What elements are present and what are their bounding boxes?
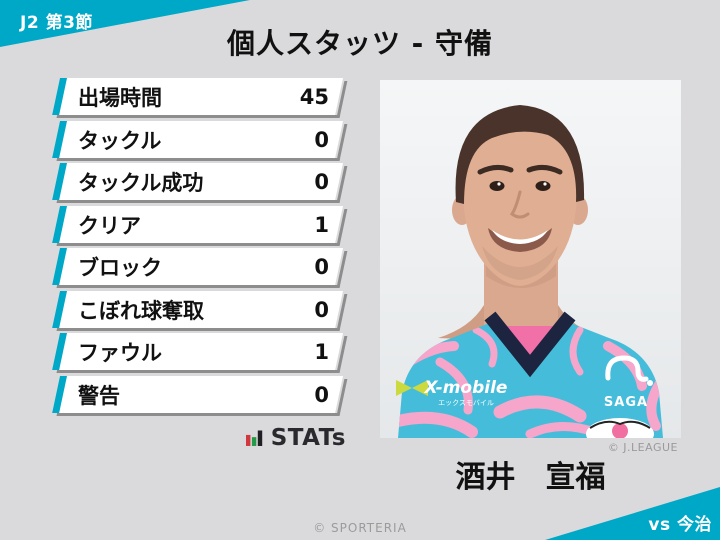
stat-value: 45 (299, 84, 329, 109)
stats-logo: STATs (246, 424, 346, 451)
collar (484, 311, 576, 378)
player-head (452, 105, 588, 286)
stat-row: 警告 0 (52, 375, 343, 413)
stat-row: タックル成功 0 (52, 163, 343, 200)
stat-label: 警告 (78, 383, 120, 407)
stat-label: タックル (78, 128, 162, 152)
jersey-club-text: SAGA (604, 395, 648, 410)
club-swirl-icon (605, 355, 649, 382)
bar-chart-icon (246, 430, 263, 446)
stat-row: 出場時間 45 (52, 78, 343, 115)
player-name: 酒井 宣福 (455, 460, 606, 495)
photo-credit: © J.LEAGUE (607, 441, 678, 454)
stat-row: クリア 1 (52, 205, 343, 243)
round-label: J2 第3節 (20, 13, 93, 33)
footer-copyright: © SPORTERIA (313, 521, 407, 535)
player-smile (488, 228, 552, 252)
stat-value: 1 (314, 212, 329, 236)
stat-row: タックル 0 (52, 120, 343, 158)
stats-logo-label: STATs (270, 425, 346, 451)
stat-label: ブロック (78, 255, 162, 280)
page-title: 個人スタッツ - 守備 (226, 27, 494, 60)
stat-value: 0 (314, 254, 329, 279)
player-jersey (398, 311, 663, 438)
stat-label: タックル成功 (78, 170, 204, 195)
opponent-label: vs 今治 (648, 515, 712, 535)
stat-label: ファウル (78, 340, 162, 365)
jersey-sponsor-subtext: エックスモバイル (438, 399, 494, 407)
stat-value: 1 (314, 339, 329, 364)
stats-list: 出場時間 45 タックル 0 タックル成功 0 クリア 1 (52, 78, 343, 413)
stat-value: 0 (314, 127, 329, 151)
jersey-sponsor-text: X-mobile (424, 378, 508, 398)
stat-value: 0 (314, 169, 329, 194)
collar-inner (504, 326, 556, 360)
jersey-sponsor-left: X-mobile エックスモバイル (396, 378, 507, 407)
stat-label: クリア (78, 213, 141, 237)
stat-label: こぼれ球奪取 (78, 298, 204, 322)
stat-row: ブロック 0 (52, 248, 343, 285)
stat-value: 0 (314, 297, 329, 321)
player-photo: X-mobile エックスモバイル SAGA (380, 80, 681, 438)
stat-label: 出場時間 (78, 85, 162, 110)
club-crest (586, 418, 654, 438)
stat-row: ファウル 1 (52, 333, 343, 370)
jersey-club-mark: SAGA (604, 355, 653, 410)
stat-row: こぼれ球奪取 0 (52, 290, 343, 328)
player-hair (455, 105, 585, 204)
sponsor-logo-icon (396, 380, 428, 396)
stat-value: 0 (314, 382, 329, 406)
